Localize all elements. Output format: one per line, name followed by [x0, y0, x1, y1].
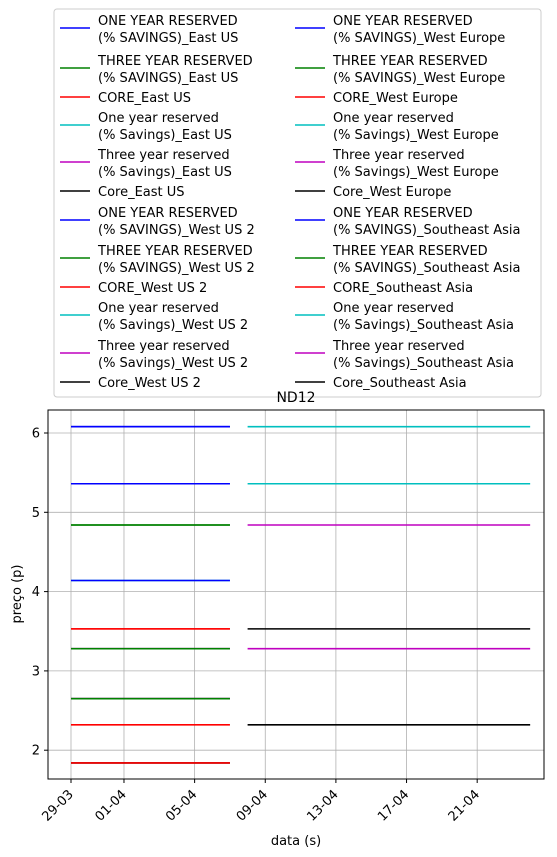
x-tick-label: 09-04 [234, 787, 271, 824]
legend-box [53, 8, 542, 398]
legend-label: Three year reserved (% Savings)_West Euro… [332, 148, 499, 180]
legend-label: ONE YEAR RESERVED (% SAVINGS)_West Europe [333, 14, 505, 46]
legend-label: One year reserved (% Savings)_Southeast A… [333, 301, 514, 333]
x-tick-label: 29-03 [40, 787, 77, 824]
legend-label: THREE YEAR RESERVED (% SAVINGS)_East US [97, 54, 253, 86]
y-tick-label: 4 [32, 585, 40, 600]
x-tick-label: 13-04 [304, 787, 341, 824]
legend-label: ONE YEAR RESERVED (% SAVINGS)_Southeast A… [333, 206, 520, 238]
plot-background [48, 410, 544, 779]
x-tick-label: 21-04 [446, 787, 483, 824]
legend-label: Core_West US 2 [98, 376, 201, 391]
y-tick-label: 2 [32, 744, 40, 759]
y-tick-label: 3 [32, 664, 40, 679]
legend-label: ONE YEAR RESERVED (% SAVINGS)_East US [98, 14, 238, 46]
legend-label: Core_West Europe [333, 185, 451, 200]
legend-label: Three year reserved (% Savings)_Southeast… [332, 339, 514, 371]
legend-label: One year reserved (% Savings)_East US [98, 111, 232, 143]
legend-label: One year reserved (% Savings)_West Europe [333, 111, 499, 143]
legend-label: Core_Southeast Asia [333, 376, 467, 391]
legend-label: CORE_West Europe [333, 91, 458, 106]
legend-label: THREE YEAR RESERVED (% SAVINGS)_West Euro… [332, 54, 505, 86]
legend: ONE YEAR RESERVED (% SAVINGS)_East US THRE… [53, 8, 542, 398]
y-tick-label: 6 [32, 427, 40, 442]
x-axis-label: data (s) [271, 834, 321, 849]
x-tick-label: 17-04 [375, 787, 412, 824]
legend-label: Core_East US [98, 185, 185, 200]
legend-label: CORE_Southeast Asia [333, 281, 473, 296]
legend-label: CORE_West US 2 [98, 281, 207, 296]
legend-label: One year reserved (% Savings)_West US 2 [98, 301, 248, 333]
legend-label: ONE YEAR RESERVED (% SAVINGS)_West US 2 [98, 206, 255, 238]
legend-label: Three year reserved (% Savings)_West US 2 [97, 339, 248, 371]
y-axis-label: preço (p) [10, 565, 25, 624]
chart-title: ND12 [276, 390, 315, 406]
x-tick-label: 01-04 [92, 787, 129, 824]
plot-area: 2 3 4 5 6 29-03 01-04 05-04 09-04 13-04 17-04 21-04 [32, 409, 545, 825]
y-tick-label: 5 [32, 506, 40, 521]
legend-label: CORE_East US [98, 91, 191, 106]
x-tick-label: 05-04 [163, 787, 200, 824]
legend-label: THREE YEAR RESERVED (% SAVINGS)_Southeast… [332, 244, 520, 276]
legend-label: Three year reserved (% Savings)_East US [97, 148, 232, 180]
plot-frame [47, 409, 545, 780]
legend-label: THREE YEAR RESERVED (% SAVINGS)_West US 2 [97, 244, 255, 276]
